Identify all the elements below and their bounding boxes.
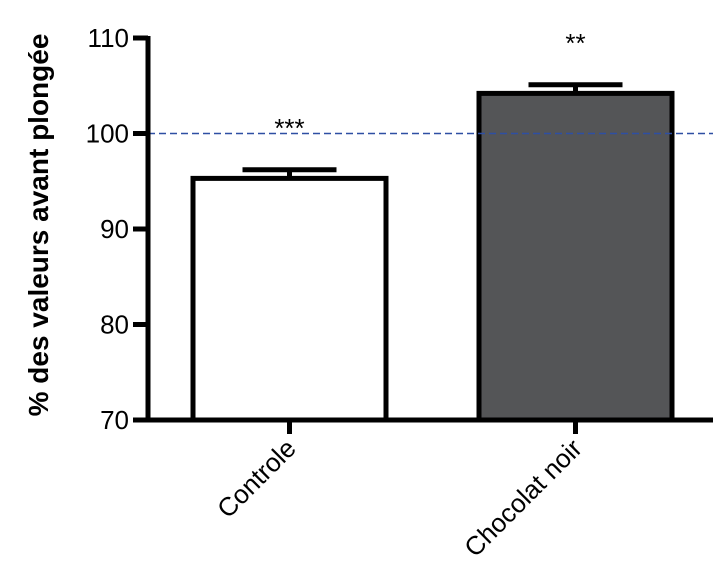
y-tick-label-2: 90 [100,214,129,244]
y-tick-label-1: 80 [100,310,129,340]
category-label-0: Controle [211,433,302,524]
significance-label-0: *** [274,113,304,143]
bar-0 [190,175,389,423]
y-tick-label-4: 110 [88,23,129,53]
significance-label-1: ** [565,28,585,58]
category-label-1: Chocolat noir [458,433,588,563]
bar-1 [476,90,675,423]
y-tick-label-0: 70 [100,405,129,435]
y-axis-title: % des valeurs avant plongée [23,34,54,417]
y-tick-label-3: 100 [86,119,129,149]
